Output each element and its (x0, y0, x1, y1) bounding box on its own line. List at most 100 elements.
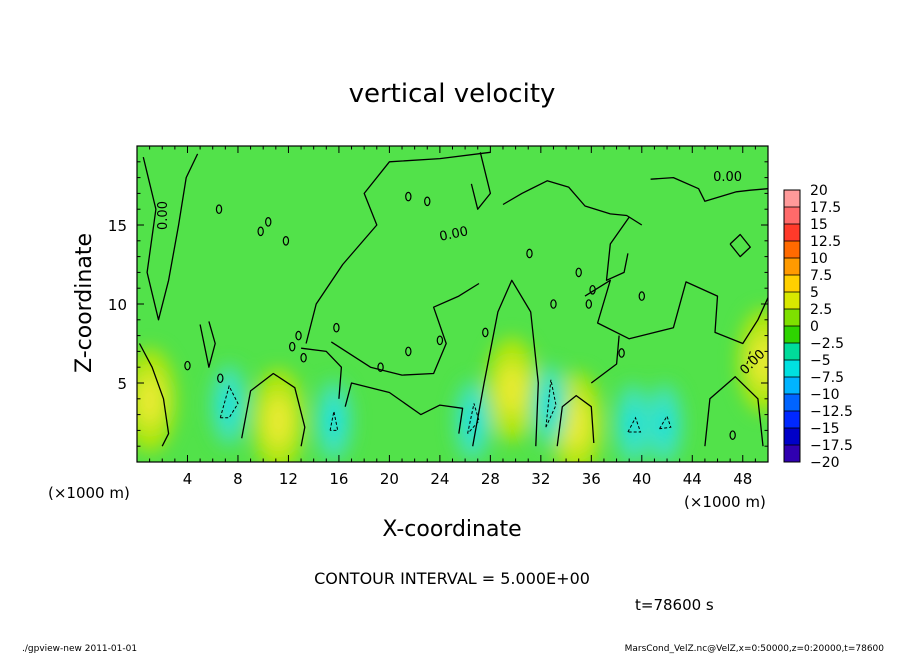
updraft-core (137, 374, 164, 427)
small-contour (405, 191, 412, 202)
colorbar-label: 5 (810, 285, 819, 301)
downdraft-core (221, 387, 238, 424)
small-contour (729, 430, 736, 440)
y-tick-label: 5 (117, 375, 127, 393)
colorbar-segment (784, 428, 800, 446)
small-contour (585, 299, 592, 309)
colorbar-label: 17.5 (810, 200, 841, 216)
negative-contour (627, 416, 642, 433)
colorbar-segment (784, 224, 800, 242)
updraft-core (497, 363, 526, 416)
x-tick-label: 8 (233, 470, 243, 488)
colorbar-label: −2.5 (810, 336, 844, 352)
zero-contour (305, 151, 491, 344)
zero-contour (199, 321, 216, 368)
colorbar-segment (784, 309, 800, 327)
colorbar-segment (784, 343, 800, 361)
downdraft-core (325, 402, 342, 439)
negative-contour (659, 415, 672, 430)
x-axis-label: X-coordinate (382, 517, 521, 542)
zero-contour (729, 233, 751, 258)
colorbar-segment (784, 394, 800, 412)
x-unit-left: (×1000 m) (48, 484, 130, 502)
y-tick-label: 10 (108, 296, 127, 314)
colorbar-label: 15 (810, 217, 828, 233)
updraft-core (264, 394, 293, 447)
colorbar-label: 7.5 (810, 268, 832, 284)
small-contour (436, 335, 444, 346)
y-axis-label: Z-coordinate (72, 233, 97, 373)
colorbar-segment (784, 411, 800, 429)
zero-contour (704, 376, 764, 447)
small-contour (377, 362, 384, 372)
colorbar-segment (784, 258, 800, 276)
small-contour (295, 330, 302, 341)
colorbar-label: 0 (810, 319, 819, 335)
small-contour (575, 267, 582, 278)
downdraft-core (624, 406, 641, 443)
x-tick-label: 20 (380, 470, 399, 488)
time-text: t=78600 s (635, 596, 714, 614)
x-tick-label: 24 (430, 470, 449, 488)
downdraft-core (464, 402, 481, 439)
zero-contour (590, 335, 620, 384)
contour-labels: 0.000.000.000.00 (156, 170, 768, 378)
zero-contour (650, 176, 768, 202)
contour-label: 0.00 (713, 170, 742, 185)
x-tick-label: 36 (582, 470, 601, 488)
small-contour (589, 284, 596, 295)
colorbar-segment (784, 445, 800, 463)
x-tick-label: 32 (531, 470, 550, 488)
negative-contour (545, 379, 557, 428)
colorbar-label: −5 (810, 353, 831, 369)
small-contour (184, 360, 191, 371)
colorbar-label: 20 (810, 183, 828, 199)
colorbar-segment (784, 326, 800, 344)
small-contour (618, 348, 625, 358)
small-contour (526, 248, 533, 259)
negative-contour (329, 411, 339, 431)
small-contour (257, 226, 264, 237)
zero-contour (344, 382, 464, 434)
small-contour (550, 299, 557, 309)
contour-label: 0.00 (156, 201, 171, 230)
small-contour (333, 322, 340, 333)
colorbar-segment (784, 190, 800, 208)
colorbar-label: −7.5 (810, 370, 844, 386)
zero-contour (241, 372, 306, 447)
colorbar-segment (784, 292, 800, 310)
negative-contour (467, 403, 480, 434)
colorbar-label: −17.5 (810, 438, 853, 454)
colorbar-segment (784, 241, 800, 259)
colorbar-segment (784, 377, 800, 395)
x-tick-label: 28 (481, 470, 500, 488)
downdraft-core (656, 406, 673, 443)
x-tick-label: 16 (329, 470, 348, 488)
footer-left: ./gpview-new 2011-01-01 (22, 644, 137, 654)
negative-contour (746, 351, 751, 366)
colorbar-segment (784, 207, 800, 225)
small-contour (482, 327, 489, 338)
negative-contour (219, 384, 239, 419)
zero-contour (142, 153, 199, 321)
footer-right: MarsCond_VelZ.nc@VelZ,x=0:50000,z=0:2000… (625, 644, 885, 654)
x-unit-right: (×1000 m) (684, 493, 766, 511)
small-contour (300, 352, 307, 363)
colorbar-label: −10 (810, 387, 840, 403)
small-contour (265, 217, 272, 227)
updraft-core (750, 334, 768, 387)
colorbar-segment (784, 275, 800, 293)
zero-contour (472, 279, 539, 447)
velocity-field (137, 146, 768, 462)
x-tick-label: 40 (632, 470, 651, 488)
small-contour (217, 373, 224, 384)
chart-title: vertical velocity (349, 79, 556, 109)
zero-contour (605, 216, 630, 281)
small-contour (215, 204, 223, 214)
colorbar-label: −15 (810, 421, 840, 437)
zero-contour (584, 279, 768, 345)
zero-contour (502, 180, 643, 226)
colorbar-segment (784, 360, 800, 378)
x-tick-label: 4 (183, 470, 193, 488)
